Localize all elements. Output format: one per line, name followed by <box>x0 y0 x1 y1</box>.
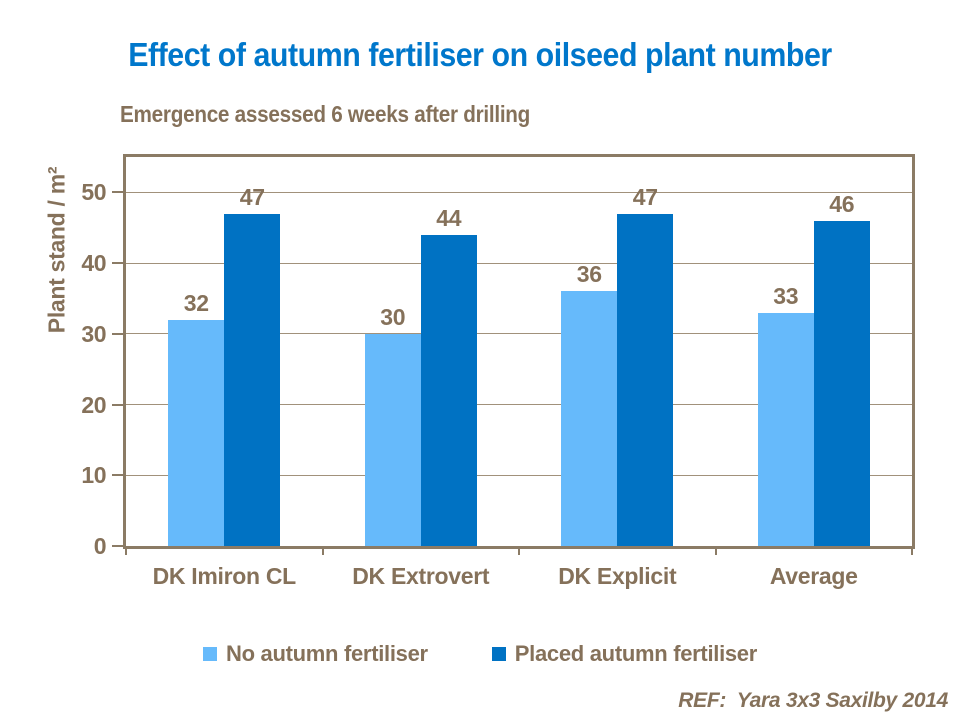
bar-placed-autumn-fertiliser-average <box>813 220 870 546</box>
legend-label: Placed autumn fertiliser <box>514 641 758 666</box>
bar-value-label: 46 <box>829 190 855 217</box>
y-tick-mark <box>112 191 123 194</box>
legend-item-no-autumn-fertiliser: No autumn fertiliser <box>202 641 428 667</box>
gridline-30 <box>126 333 912 335</box>
bar-no-autumn-fertiliser-average <box>757 312 814 546</box>
y-tick-label: 10 <box>81 462 106 489</box>
x-category-label-dk-explicit: DK Explicit <box>558 563 677 589</box>
y-tick-mark <box>112 474 123 477</box>
legend: No autumn fertiliser Placed autumn fertil… <box>0 641 960 667</box>
y-tick-label: 40 <box>81 250 106 277</box>
y-tick-mark <box>112 545 123 547</box>
y-tick-label: 0 <box>93 533 107 559</box>
bar-value-label: 36 <box>576 261 602 288</box>
x-tick-mark <box>911 546 913 555</box>
legend-label: No autumn fertiliser <box>225 641 428 666</box>
bar-value-label: 44 <box>436 204 462 231</box>
gridline-40 <box>126 262 912 264</box>
y-tick-mark <box>112 332 123 335</box>
bar-no-autumn-fertiliser-dk-extrovert <box>364 333 421 546</box>
bar-value-label: 47 <box>632 183 658 210</box>
legend-swatch-icon <box>491 647 506 661</box>
gridline-50 <box>126 191 912 193</box>
x-tick-mark <box>518 546 520 555</box>
x-category-label-average: Average <box>769 563 858 589</box>
x-tick-mark <box>125 546 127 555</box>
y-tick-label: 30 <box>81 320 106 347</box>
chart-subtitle: Emergence assessed 6 weeks after drillin… <box>120 101 531 127</box>
gridline-20 <box>126 404 912 406</box>
chart-title: Effect of autumn fertiliser on oilseed p… <box>128 36 832 73</box>
y-tick-label: 20 <box>81 391 106 418</box>
legend-item-placed-autumn-fertiliser: Placed autumn fertiliser <box>491 641 758 667</box>
bar-value-label: 33 <box>773 282 799 309</box>
bar-value-label: 30 <box>380 303 406 330</box>
reference-note: REF: Yara 3x3 Saxilby 2014 <box>678 689 948 712</box>
bar-placed-autumn-fertiliser-dk-extrovert <box>420 234 477 546</box>
bar-placed-autumn-fertiliser-dk-imiron-cl <box>224 213 281 546</box>
bar-value-label: 32 <box>183 289 209 316</box>
x-category-label-dk-imiron-cl: DK Imiron CL <box>152 563 297 589</box>
y-tick-mark <box>112 262 123 265</box>
x-category-label-dk-extrovert: DK Extrovert <box>352 563 490 589</box>
gridline-10 <box>126 474 912 476</box>
plot-area: 32 30 36 33 47 44 47 46 <box>123 154 915 549</box>
legend-swatch-icon <box>202 647 217 661</box>
bar-value-label: 47 <box>239 183 265 210</box>
y-tick-label: 50 <box>81 179 106 206</box>
x-tick-mark <box>714 546 717 555</box>
bar-no-autumn-fertiliser-dk-explicit <box>561 291 618 546</box>
bar-placed-autumn-fertiliser-dk-explicit <box>617 213 674 546</box>
bar-no-autumn-fertiliser-dk-imiron-cl <box>168 319 225 546</box>
x-tick-mark <box>321 546 324 555</box>
y-tick-mark <box>112 403 123 406</box>
